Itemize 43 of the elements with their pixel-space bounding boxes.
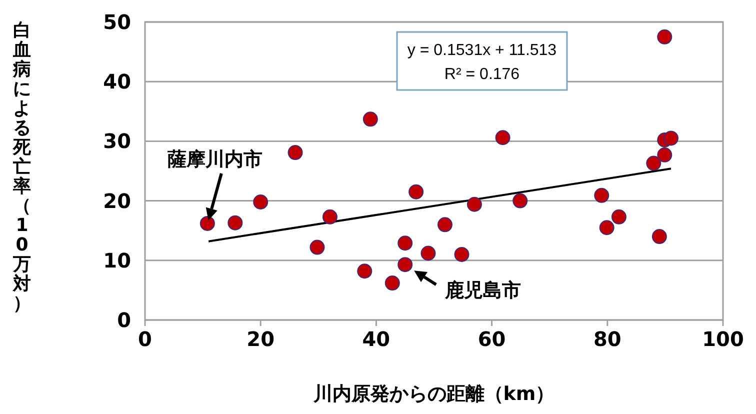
annotation: 薩摩川内市 (166, 148, 262, 170)
point (228, 215, 243, 230)
point (420, 246, 436, 261)
point (253, 194, 268, 210)
y-tick-label: 20 (103, 188, 131, 213)
point (466, 196, 482, 212)
y-tick-label: 40 (103, 70, 131, 94)
point (437, 217, 452, 232)
point (384, 276, 400, 291)
x-tick-label: 100 (702, 327, 744, 351)
point (362, 112, 378, 127)
point (200, 216, 215, 231)
x-tick-label: 80 (593, 327, 622, 351)
point (398, 236, 413, 251)
y-tick-label: 0 (117, 308, 131, 332)
point (657, 147, 672, 162)
x-tick-label: 60 (478, 327, 506, 351)
point (594, 188, 610, 203)
point (322, 209, 338, 224)
point (288, 145, 303, 160)
point (495, 130, 510, 146)
x-tick-label: 0 (138, 327, 152, 351)
point (398, 257, 413, 272)
point (646, 156, 662, 171)
point (663, 130, 678, 146)
point (357, 264, 372, 279)
y-tick-label: 10 (103, 248, 131, 272)
annotation: 鹿児島市 (444, 280, 522, 302)
x-axis-title: 川内原発からの距離（km） (312, 383, 555, 405)
annotation: y = 0.1531x + 11.513 R² = 0.176 (407, 42, 557, 83)
point (310, 240, 325, 255)
y-tick-label: 50 (103, 10, 131, 34)
text: 白血病による死亡率（10万対） (13, 20, 31, 314)
point (408, 184, 424, 200)
point (657, 29, 672, 44)
x-tick-label: 20 (246, 327, 275, 351)
point (611, 209, 626, 224)
point (454, 246, 470, 262)
point (512, 193, 528, 208)
x-tick-label: 40 (362, 327, 390, 351)
point (652, 229, 667, 244)
y-tick-label: 30 (103, 129, 131, 154)
point (599, 220, 614, 236)
